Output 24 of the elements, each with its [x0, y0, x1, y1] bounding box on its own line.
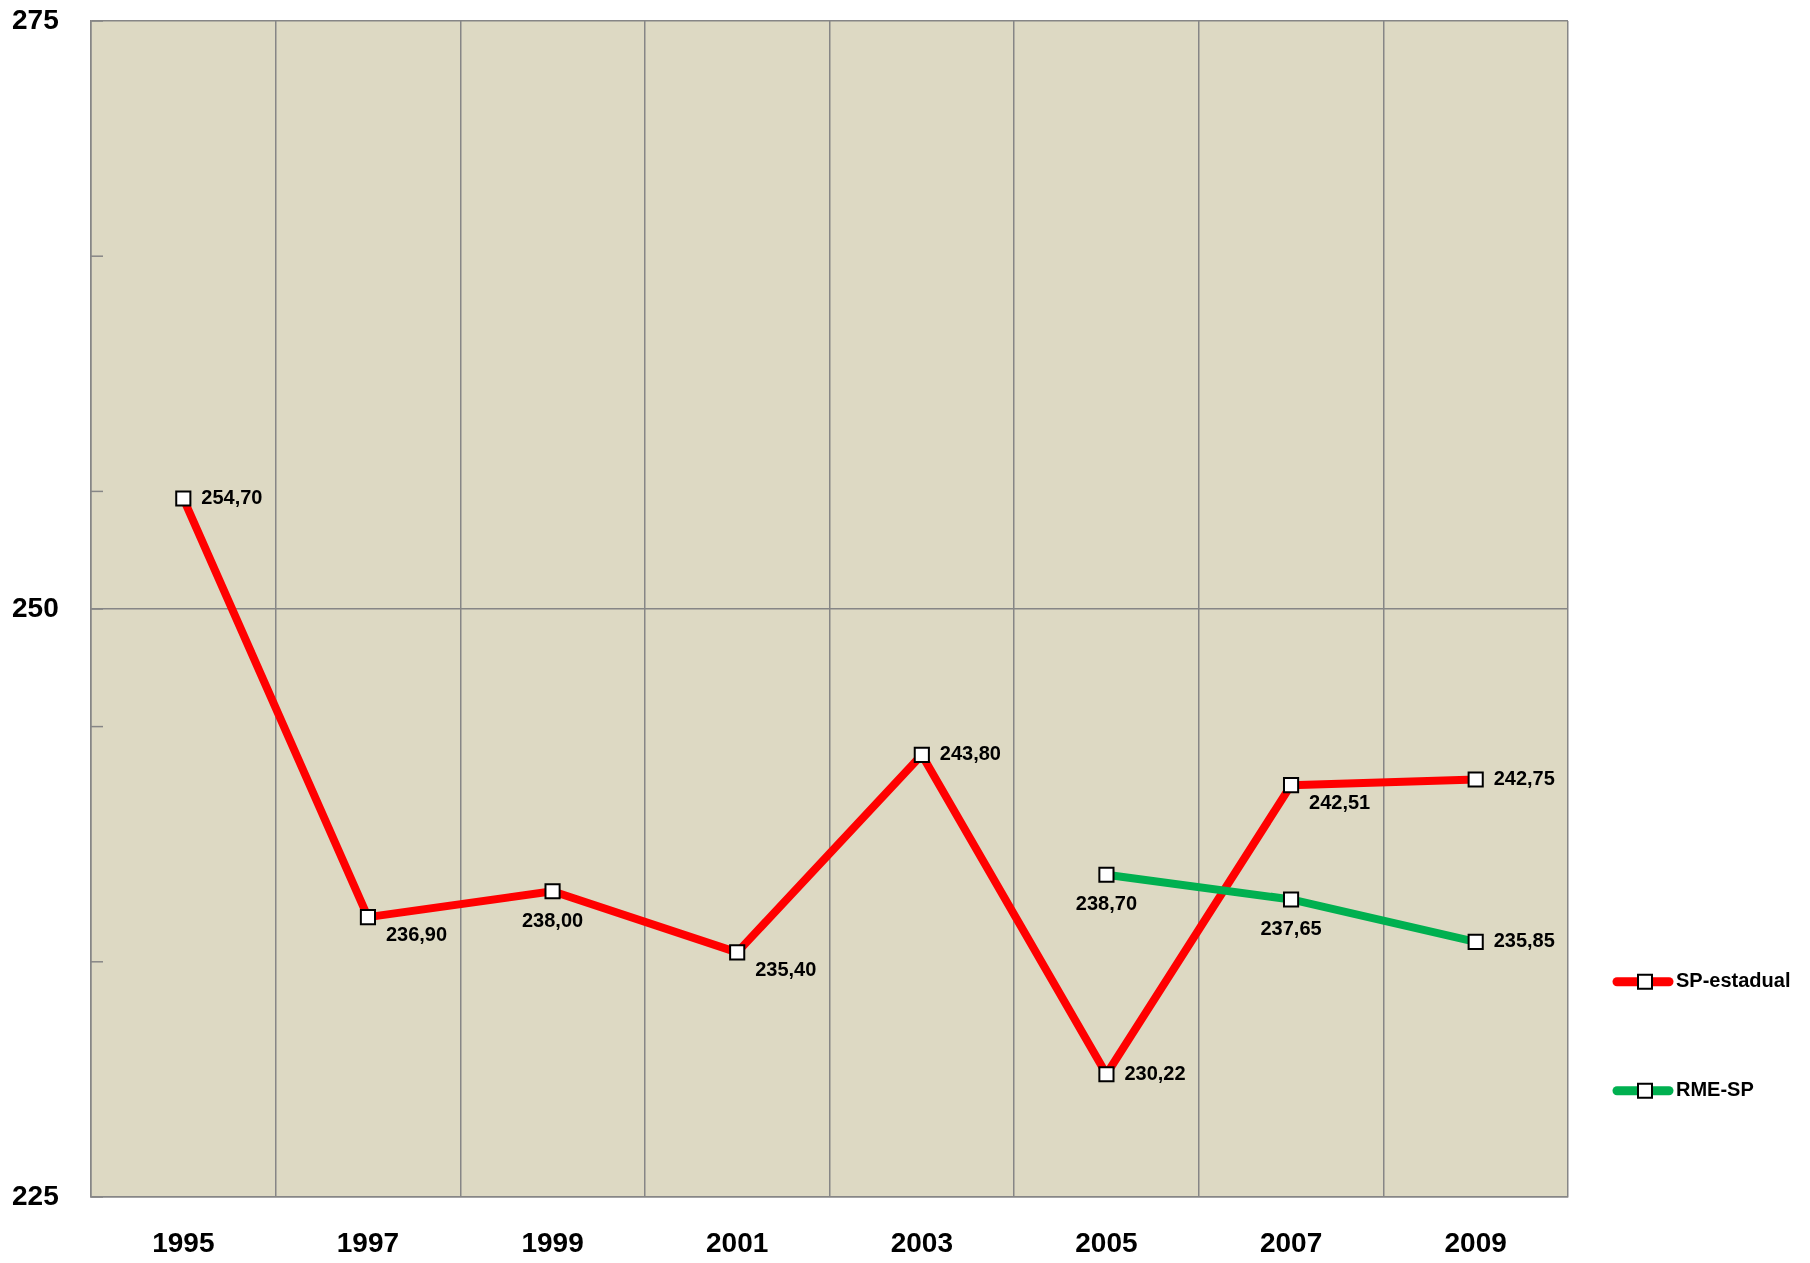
x-tick-label: 1999: [521, 1226, 584, 1258]
data-label: 242,75: [1493, 767, 1555, 790]
data-label: 230,22: [1124, 1061, 1186, 1084]
data-label: 238,00: [521, 908, 584, 931]
x-tick-label: 2003: [890, 1226, 953, 1258]
data-label: 254,70: [201, 485, 263, 508]
data-label: 235,85: [1493, 929, 1555, 952]
legend-label: RME-SP: [1676, 1078, 1754, 1101]
legend-label: SP-estadual: [1676, 969, 1791, 992]
y-tick-label: 250: [12, 591, 59, 623]
x-tick-label: 2001: [706, 1226, 769, 1258]
data-label: 243,80: [939, 742, 1001, 765]
data-label: 242,51: [1309, 790, 1371, 813]
data-label: 237,65: [1260, 916, 1322, 939]
x-tick-label: 2009: [1444, 1226, 1507, 1258]
data-label: 238,70: [1075, 892, 1138, 915]
y-tick-label: 275: [12, 3, 59, 35]
data-label: 235,40: [755, 957, 817, 980]
y-tick-label: 225: [12, 1179, 59, 1211]
x-tick-label: 2005: [1075, 1226, 1138, 1258]
x-tick-label: 1997: [336, 1226, 400, 1258]
data-label: 236,90: [385, 922, 448, 945]
x-tick-label: 2007: [1259, 1226, 1323, 1258]
x-tick-label: 1995: [152, 1226, 215, 1258]
